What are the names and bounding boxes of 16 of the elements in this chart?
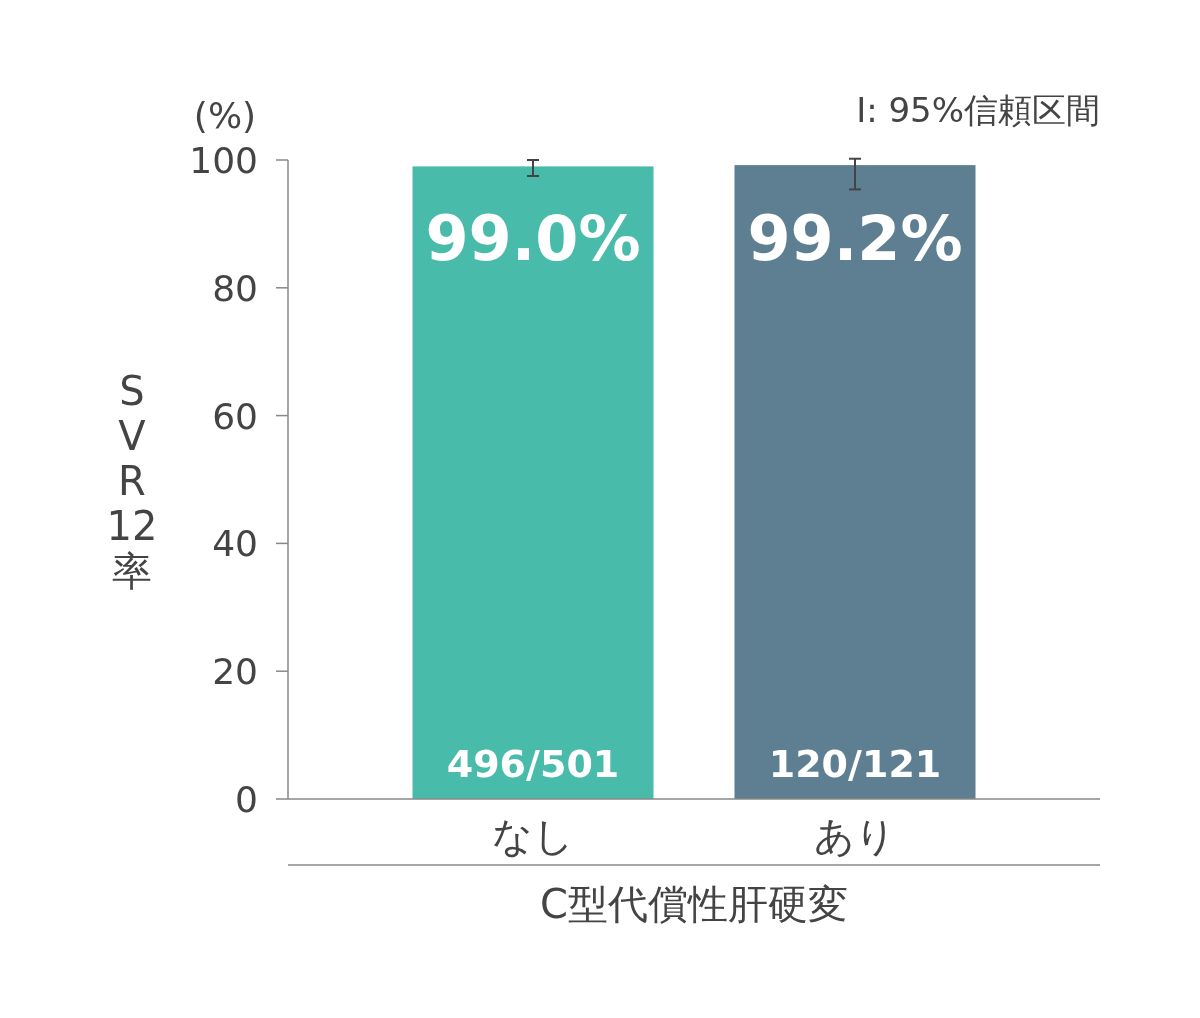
y-tick-label: 80 <box>212 267 258 309</box>
text: I: 95%信頼区間 <box>856 90 1100 130</box>
y-tick-label: 100 <box>189 140 258 181</box>
data-label: 99.0% <box>425 202 641 275</box>
annotation: 120/121 <box>768 742 942 786</box>
y-tick-label: 60 <box>212 395 258 437</box>
annotation: 496/501 <box>446 742 620 786</box>
data-label: 99.2% <box>747 202 963 275</box>
y-tick-label: 20 <box>212 651 258 693</box>
text: (%) <box>193 95 257 136</box>
x-tick-label: なし <box>492 813 574 859</box>
x-axis-title: C型代償性肝硬変 <box>540 881 848 927</box>
y-axis-title: SVR12率 <box>106 368 158 594</box>
x-tick-label: あり <box>814 813 896 859</box>
y-tick-label: 40 <box>212 523 258 565</box>
y-tick-label: 0 <box>235 779 258 820</box>
